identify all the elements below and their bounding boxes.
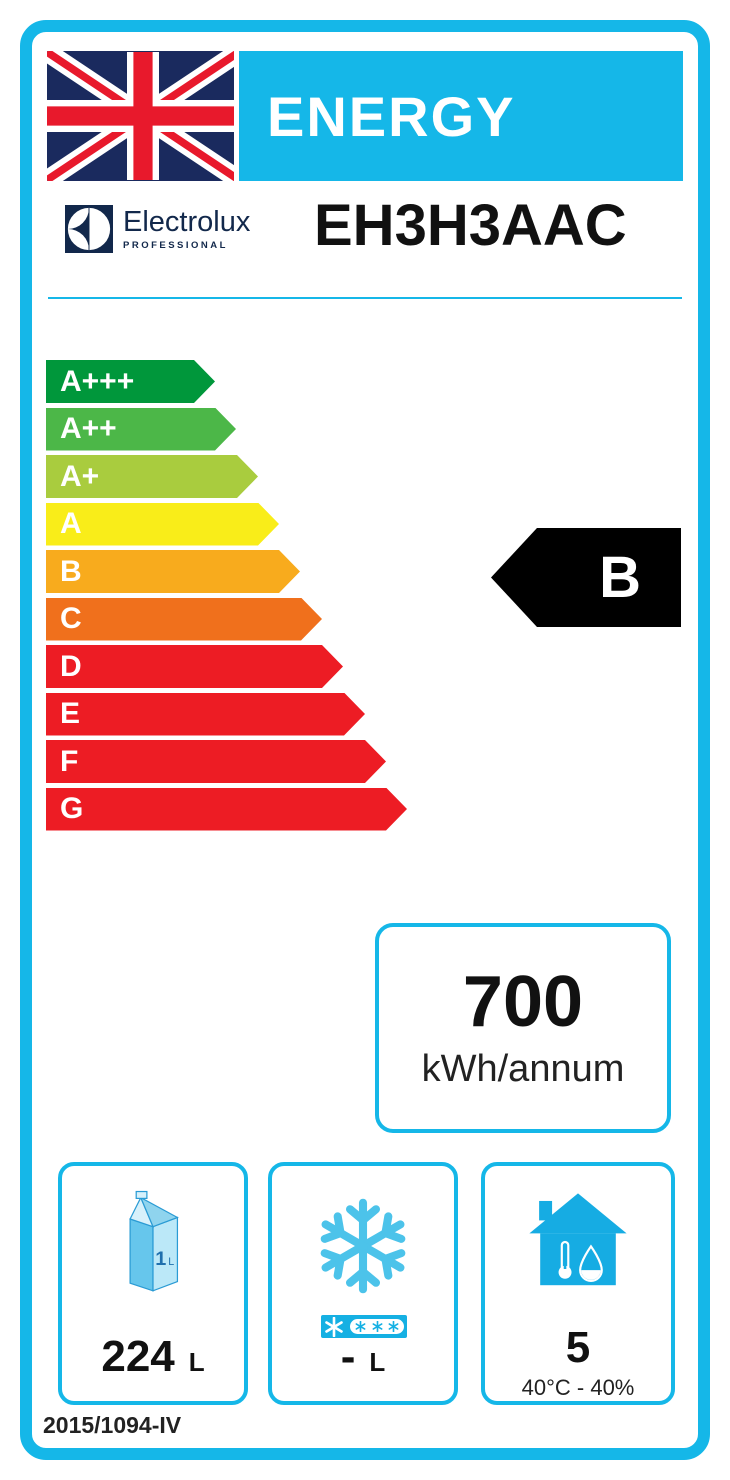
svg-text:L: L (168, 1255, 174, 1267)
svg-text:1: 1 (155, 1247, 166, 1269)
